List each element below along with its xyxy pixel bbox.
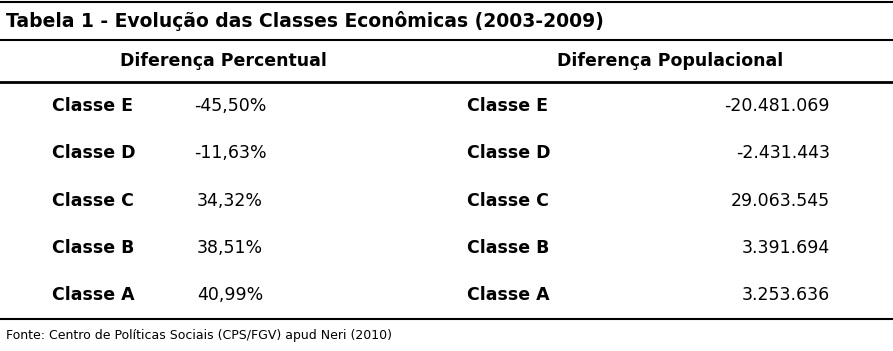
Text: Classe D: Classe D xyxy=(52,144,136,162)
Text: -11,63%: -11,63% xyxy=(194,144,266,162)
Text: Classe B: Classe B xyxy=(52,239,134,257)
Text: Classe D: Classe D xyxy=(467,144,550,162)
Text: 34,32%: 34,32% xyxy=(197,192,263,210)
Text: -45,50%: -45,50% xyxy=(194,97,266,115)
Text: Classe A: Classe A xyxy=(52,286,135,304)
Text: Classe C: Classe C xyxy=(467,192,549,210)
Text: Fonte: Centro de Políticas Sociais (CPS/FGV) apud Neri (2010): Fonte: Centro de Políticas Sociais (CPS/… xyxy=(6,329,392,342)
Text: Diferença Populacional: Diferença Populacional xyxy=(556,52,783,70)
Text: 3.253.636: 3.253.636 xyxy=(742,286,830,304)
Text: 38,51%: 38,51% xyxy=(197,239,263,257)
Text: Diferença Percentual: Diferença Percentual xyxy=(120,52,327,70)
Text: Classe A: Classe A xyxy=(467,286,549,304)
Text: Classe E: Classe E xyxy=(467,97,548,115)
Text: Classe B: Classe B xyxy=(467,239,549,257)
Text: Classe C: Classe C xyxy=(52,192,134,210)
Text: 29.063.545: 29.063.545 xyxy=(730,192,830,210)
Text: Tabela 1 - Evolução das Classes Econômicas (2003-2009): Tabela 1 - Evolução das Classes Econômic… xyxy=(6,11,604,31)
Text: -2.431.443: -2.431.443 xyxy=(736,144,830,162)
Text: -20.481.069: -20.481.069 xyxy=(724,97,830,115)
Text: Classe E: Classe E xyxy=(52,97,133,115)
Text: 3.391.694: 3.391.694 xyxy=(742,239,830,257)
Text: 40,99%: 40,99% xyxy=(196,286,263,304)
